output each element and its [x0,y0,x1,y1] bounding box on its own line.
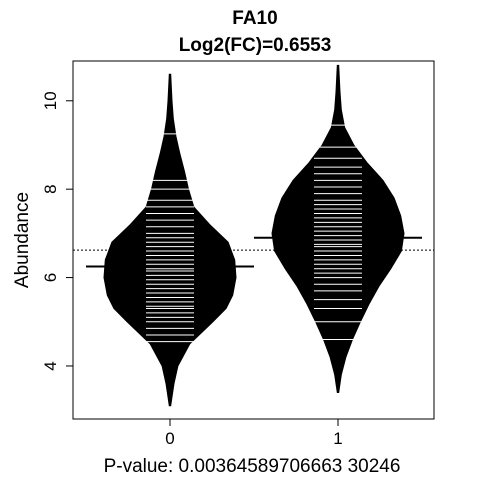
bean-0 [86,73,254,407]
y-tick-label: 8 [41,184,60,193]
y-tick-label: 10 [41,91,60,110]
chart-subtitle: Log2(FC)=0.6553 [179,35,332,56]
y-tick-label: 4 [41,361,60,370]
y-axis: 4 6 8 10 [41,91,74,371]
chart-title: FA10 [232,8,277,29]
bean-1 [254,64,422,393]
beans-layer [73,64,434,407]
x-axis-label: P-value: 0.00364589706663 30246 [104,456,401,477]
y-axis-label: Abundance [12,192,33,288]
x-tick-label: 1 [333,429,342,448]
bean-density-0 [103,73,237,407]
x-tick-label: 0 [165,429,174,448]
y-tick-label: 6 [41,273,60,282]
bean-density-1 [271,64,405,393]
